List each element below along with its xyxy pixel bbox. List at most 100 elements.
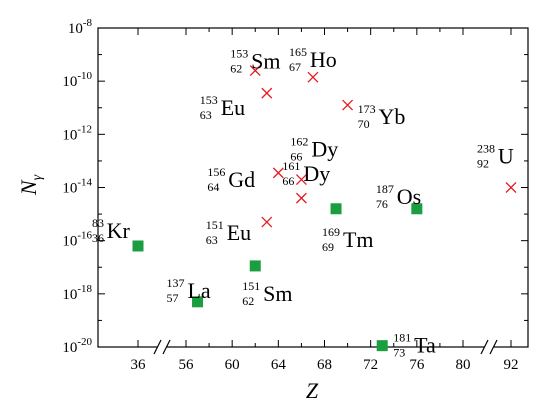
y-tick-exponent: -16 <box>77 230 92 242</box>
x-tick-label: 72 <box>363 357 378 373</box>
atomic-number: 64 <box>207 180 219 194</box>
y-tick-base: 10 <box>68 21 83 37</box>
plot-border <box>97 27 529 348</box>
element-symbol: Tm <box>343 227 374 252</box>
y-tick-base: 10 <box>62 287 77 303</box>
mass-number: 162 <box>290 135 308 149</box>
element-symbol: Ta <box>414 333 436 358</box>
x-axis-title: Z <box>306 378 319 403</box>
y-tick-exponent: -8 <box>83 17 93 29</box>
square-marker <box>249 260 261 272</box>
y-tick-base: 10 <box>62 234 77 250</box>
cross-marker <box>261 216 273 228</box>
mass-number: 161 <box>282 159 300 173</box>
y-tick-exponent: -14 <box>77 177 92 189</box>
element-symbol: Sm <box>263 281 292 306</box>
y-tick-base: 10 <box>62 127 77 143</box>
element-symbol: Os <box>397 184 421 209</box>
y-tick-label: 10-18 <box>62 283 92 303</box>
x-tick-label: 76 <box>409 357 425 373</box>
square-marker <box>192 296 204 308</box>
atomic-number: 92 <box>477 157 489 171</box>
cross-marker <box>261 87 273 99</box>
axis-breaks <box>153 339 498 355</box>
y-axis-title: Nγ <box>16 174 45 196</box>
y-tick-base: 10 <box>62 74 77 90</box>
cross-marker <box>272 167 284 179</box>
x-axis-ticks: 36 56 60 64 68 72 76 80 92 <box>131 28 519 373</box>
element-symbol: Gd <box>228 167 255 192</box>
y-tick-exponent: -20 <box>77 336 92 348</box>
y-tick-base: 10 <box>62 340 77 356</box>
x-tick-label: 36 <box>131 357 147 373</box>
y-tick-exponent: -12 <box>77 123 92 135</box>
element-symbol: Yb <box>378 104 405 129</box>
element-symbol: Eu <box>227 220 251 245</box>
element-symbol: Eu <box>221 95 245 120</box>
square-marker <box>376 340 388 352</box>
mass-number: 181 <box>393 331 411 345</box>
atomic-number: 66 <box>290 150 302 164</box>
data-points <box>132 65 517 352</box>
mass-number: 156 <box>207 165 225 179</box>
x-tick-label: 80 <box>456 357 471 373</box>
x-tick-label: 56 <box>179 357 195 373</box>
element-symbol: Ho <box>310 47 337 72</box>
mass-number: 137 <box>167 276 185 290</box>
y-tick-label: 10-12 <box>62 123 92 143</box>
square-marker <box>330 203 342 215</box>
x-tick-label: 68 <box>317 357 332 373</box>
square-marker <box>132 240 144 252</box>
axis-break-gap <box>157 345 167 349</box>
y-tick-label: 10-10 <box>62 70 92 90</box>
atomic-number: 62 <box>242 294 254 308</box>
x-tick-label: 92 <box>504 357 519 373</box>
cross-marker <box>249 65 261 76</box>
element-symbol: U <box>498 144 514 169</box>
plot-frame <box>97 27 529 348</box>
element-symbol: Sm <box>251 49 280 74</box>
mass-number: 169 <box>322 225 340 239</box>
y-tick-exponent: -10 <box>77 70 92 82</box>
atomic-number: 73 <box>393 346 405 360</box>
cross-marker <box>307 71 319 83</box>
y-tick-label: 10-20 <box>62 336 92 356</box>
mass-number: 151 <box>242 279 260 293</box>
element-symbol: Kr <box>107 218 131 243</box>
y-axis-title-main: N <box>16 179 41 196</box>
atomic-number: 62 <box>230 62 242 76</box>
axis-break-mark <box>162 339 171 355</box>
mass-number: 187 <box>376 182 394 196</box>
mass-number: 153 <box>230 47 248 61</box>
atomic-number: 63 <box>206 233 218 247</box>
mass-number: 151 <box>206 218 224 232</box>
axis-break-gap <box>484 345 494 349</box>
mass-number: 165 <box>289 45 307 59</box>
x-tick-label: 64 <box>271 357 287 373</box>
y-tick-label: 10-16 <box>62 230 92 250</box>
element-symbol: La <box>187 278 210 303</box>
atomic-number: 36 <box>92 231 104 245</box>
cross-marker <box>295 192 307 204</box>
y-axis-title-subscript: γ <box>30 174 45 180</box>
atomic-number: 76 <box>376 197 388 211</box>
element-symbol: Dy <box>303 161 330 186</box>
mass-number: 238 <box>477 142 495 156</box>
y-tick-exponent: -18 <box>77 283 92 295</box>
y-tick-label: 10-8 <box>68 17 93 37</box>
